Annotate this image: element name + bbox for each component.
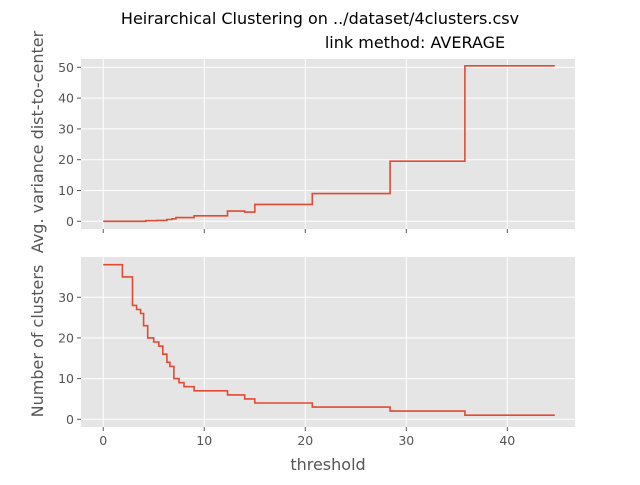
- bottom-x-tick-label: 10: [196, 433, 212, 448]
- top-plot-background: [81, 59, 575, 229]
- chart-subtitle: link method: AVERAGE: [325, 33, 505, 52]
- bottom-x-tick-label: 40: [499, 433, 515, 448]
- bottom-series-line: [103, 263, 555, 416]
- bottom-y-tick-label: 0: [66, 412, 74, 427]
- top-y-tick-label: 20: [58, 152, 74, 167]
- top-y-tick-label: 30: [58, 121, 74, 136]
- top-y-tick-label: 0: [66, 214, 74, 229]
- bottom-x-tick-label: 0: [99, 433, 107, 448]
- bottom-y-tick-label: 10: [58, 371, 74, 386]
- chart-title: Heirarchical Clustering on ../dataset/4c…: [121, 9, 519, 28]
- bottom-y-axis-label: Number of clusters: [28, 265, 47, 418]
- bottom-y-tick-label: 30: [58, 290, 74, 305]
- bottom-x-tick-label: 20: [297, 433, 313, 448]
- top-y-tick-label: 50: [58, 60, 74, 75]
- bottom-panel: 0 10 20 30 40 0 10 20 30: [58, 257, 575, 448]
- top-y-tick-label: 40: [58, 91, 74, 106]
- bottom-plot-background: [81, 257, 575, 427]
- x-axis-label: threshold: [290, 455, 365, 474]
- top-panel: 0 10 20 30 40 50: [58, 59, 575, 233]
- top-y-tick-label: 10: [58, 183, 74, 198]
- top-series-line: [103, 65, 555, 223]
- bottom-y-tick-label: 20: [58, 330, 74, 345]
- bottom-x-tick-label: 30: [398, 433, 414, 448]
- top-y-axis-label: Avg. variance dist-to-center: [28, 30, 47, 253]
